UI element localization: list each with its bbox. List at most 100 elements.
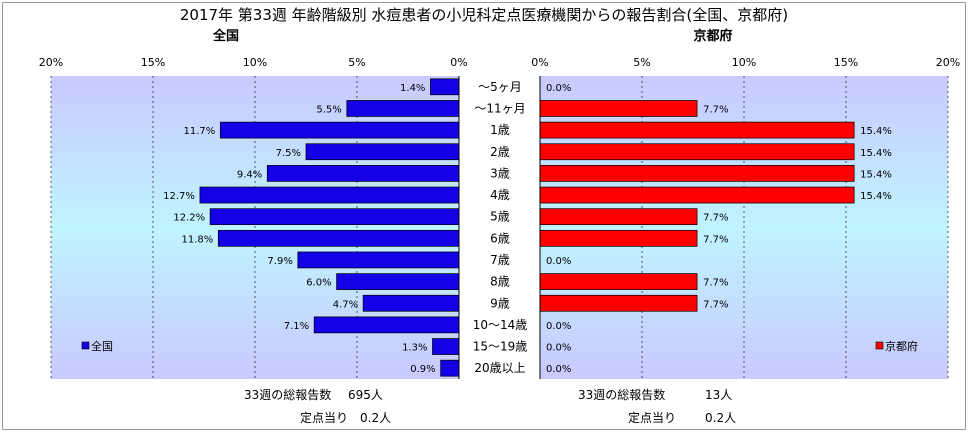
bar-kyoto	[539, 165, 855, 182]
bar-kyoto	[539, 121, 855, 139]
left-total-value: 695人	[348, 388, 383, 402]
data-label-kyoto: 0.0%	[546, 256, 571, 267]
category-label: 8歳	[490, 275, 510, 289]
data-label-zenkoku: 1.4%	[400, 83, 425, 94]
data-label-zenkoku: 7.5%	[276, 148, 301, 159]
category-label: 9歳	[490, 296, 510, 310]
bar-zenkoku	[336, 273, 460, 290]
data-label-zenkoku: 4.7%	[333, 299, 358, 310]
right-tick-label: 20%	[936, 56, 960, 69]
data-label-kyoto: 0.0%	[546, 321, 571, 332]
right-per-label: 定点当り	[628, 410, 676, 425]
bar-kyoto	[539, 186, 855, 204]
data-label-kyoto: 15.4%	[860, 191, 892, 202]
right-subtitle: 京都府	[693, 28, 732, 44]
bar-zenkoku	[430, 78, 460, 96]
data-label-kyoto: 7.7%	[703, 104, 728, 115]
data-label-zenkoku: 12.2%	[173, 213, 205, 224]
right-tick-label: 15%	[834, 56, 858, 69]
data-label-kyoto: 15.4%	[860, 169, 892, 180]
bar-zenkoku	[362, 294, 460, 312]
category-label: 1歳	[490, 123, 510, 137]
category-label: ～11ヶ月	[474, 101, 525, 115]
left-per-label: 定点当り	[300, 410, 348, 425]
legend-kyoto-label: 京都府	[885, 339, 918, 353]
category-label: 20歳以上	[474, 361, 525, 375]
left-per-value: 0.2人	[360, 411, 391, 425]
data-label-zenkoku: 7.9%	[267, 256, 292, 267]
bar-kyoto	[539, 229, 698, 247]
chart-title: 2017年 第33週 年齢階級別 水痘患者の小児科定点医療機関からの報告割合(全…	[180, 6, 788, 24]
right-tick-label: 5%	[633, 56, 650, 69]
right-total-label: 33週の総報告数	[578, 387, 665, 402]
data-label-zenkoku: 6.0%	[306, 278, 331, 289]
data-label-zenkoku: 11.7%	[184, 126, 216, 137]
bar-zenkoku	[217, 229, 460, 247]
data-label-zenkoku: 7.1%	[284, 321, 309, 332]
bar-kyoto	[539, 208, 698, 226]
bar-zenkoku	[346, 100, 460, 117]
left-subtitle: 全国	[212, 28, 239, 44]
data-label-kyoto: 0.0%	[546, 83, 571, 94]
legend-zenkoku-label: 全国	[91, 339, 113, 353]
category-label: 10～14歳	[473, 318, 528, 332]
category-label: 15～19歳	[473, 340, 528, 354]
category-labels: ～5ヶ月 ～11ヶ月 1歳 2歳 3歳 4歳 5歳 6歳 7歳 8歳 9歳 10～14歳 15～19歳 2…	[473, 80, 528, 375]
bar-zenkoku	[313, 316, 460, 334]
left-bars	[199, 78, 460, 377]
left-tick-label: 0%	[450, 56, 467, 69]
right-data-labels: 0.0% 7.7% 15.4% 15.4% 15.4% 15.4% 7.7% 7.7% 0.0%…	[546, 83, 892, 375]
data-label-kyoto: 7.7%	[703, 278, 728, 289]
left-data-labels: 1.4% 5.5% 11.7% 7.5% 9.4% 12.7% 12.2% 11.8% 7.9%…	[163, 83, 436, 375]
category-label: 5歳	[490, 210, 510, 224]
data-label-zenkoku: 12.7%	[163, 191, 195, 202]
right-total-value: 13人	[705, 388, 732, 402]
bar-zenkoku	[266, 165, 460, 182]
bar-kyoto	[539, 143, 855, 161]
data-label-kyoto: 7.7%	[703, 234, 728, 245]
category-label: 6歳	[490, 231, 510, 245]
bar-zenkoku	[219, 121, 460, 139]
data-label-kyoto: 0.0%	[546, 364, 571, 375]
data-label-kyoto: 0.0%	[546, 343, 571, 354]
legend-zenkoku: 全国	[81, 339, 113, 353]
bar-zenkoku	[199, 186, 460, 204]
right-tick-label: 0%	[531, 56, 548, 69]
data-label-kyoto: 15.4%	[860, 126, 892, 137]
data-label-zenkoku: 11.8%	[181, 234, 213, 245]
left-tick-label: 5%	[348, 56, 365, 69]
bar-zenkoku	[305, 143, 460, 161]
category-label: 3歳	[490, 166, 510, 180]
data-label-kyoto: 15.4%	[860, 148, 892, 159]
bar-zenkoku	[432, 338, 460, 355]
data-label-zenkoku: 0.9%	[410, 364, 435, 375]
bar-kyoto	[539, 100, 698, 117]
category-label: 2歳	[490, 145, 510, 159]
legend-kyoto: 京都府	[875, 339, 918, 353]
data-label-zenkoku: 9.4%	[237, 169, 262, 180]
category-label: 7歳	[490, 253, 510, 267]
left-tick-label: 20%	[39, 56, 63, 69]
data-label-kyoto: 7.7%	[703, 213, 728, 224]
right-tick-labels: 0% 5% 10% 15% 20%	[531, 56, 960, 69]
legend-zenkoku-swatch	[81, 341, 90, 350]
data-label-zenkoku: 1.3%	[402, 343, 427, 354]
bar-zenkoku	[440, 359, 460, 377]
data-label-zenkoku: 5.5%	[316, 104, 341, 115]
right-tick-label: 10%	[732, 56, 756, 69]
bar-zenkoku	[209, 208, 460, 226]
left-tick-label: 15%	[141, 56, 165, 69]
bar-zenkoku	[297, 251, 460, 269]
bar-kyoto	[539, 273, 698, 290]
bar-kyoto	[539, 294, 698, 312]
left-tick-label: 10%	[243, 56, 267, 69]
left-total-label: 33週の総報告数	[244, 387, 331, 402]
right-per-value: 0.2人	[705, 411, 736, 425]
data-label-kyoto: 7.7%	[703, 299, 728, 310]
left-tick-labels: 20% 15% 10% 5% 0%	[39, 56, 468, 69]
category-label: 4歳	[490, 188, 510, 202]
legend-kyoto-swatch	[875, 341, 884, 350]
category-label: ～5ヶ月	[478, 80, 522, 94]
